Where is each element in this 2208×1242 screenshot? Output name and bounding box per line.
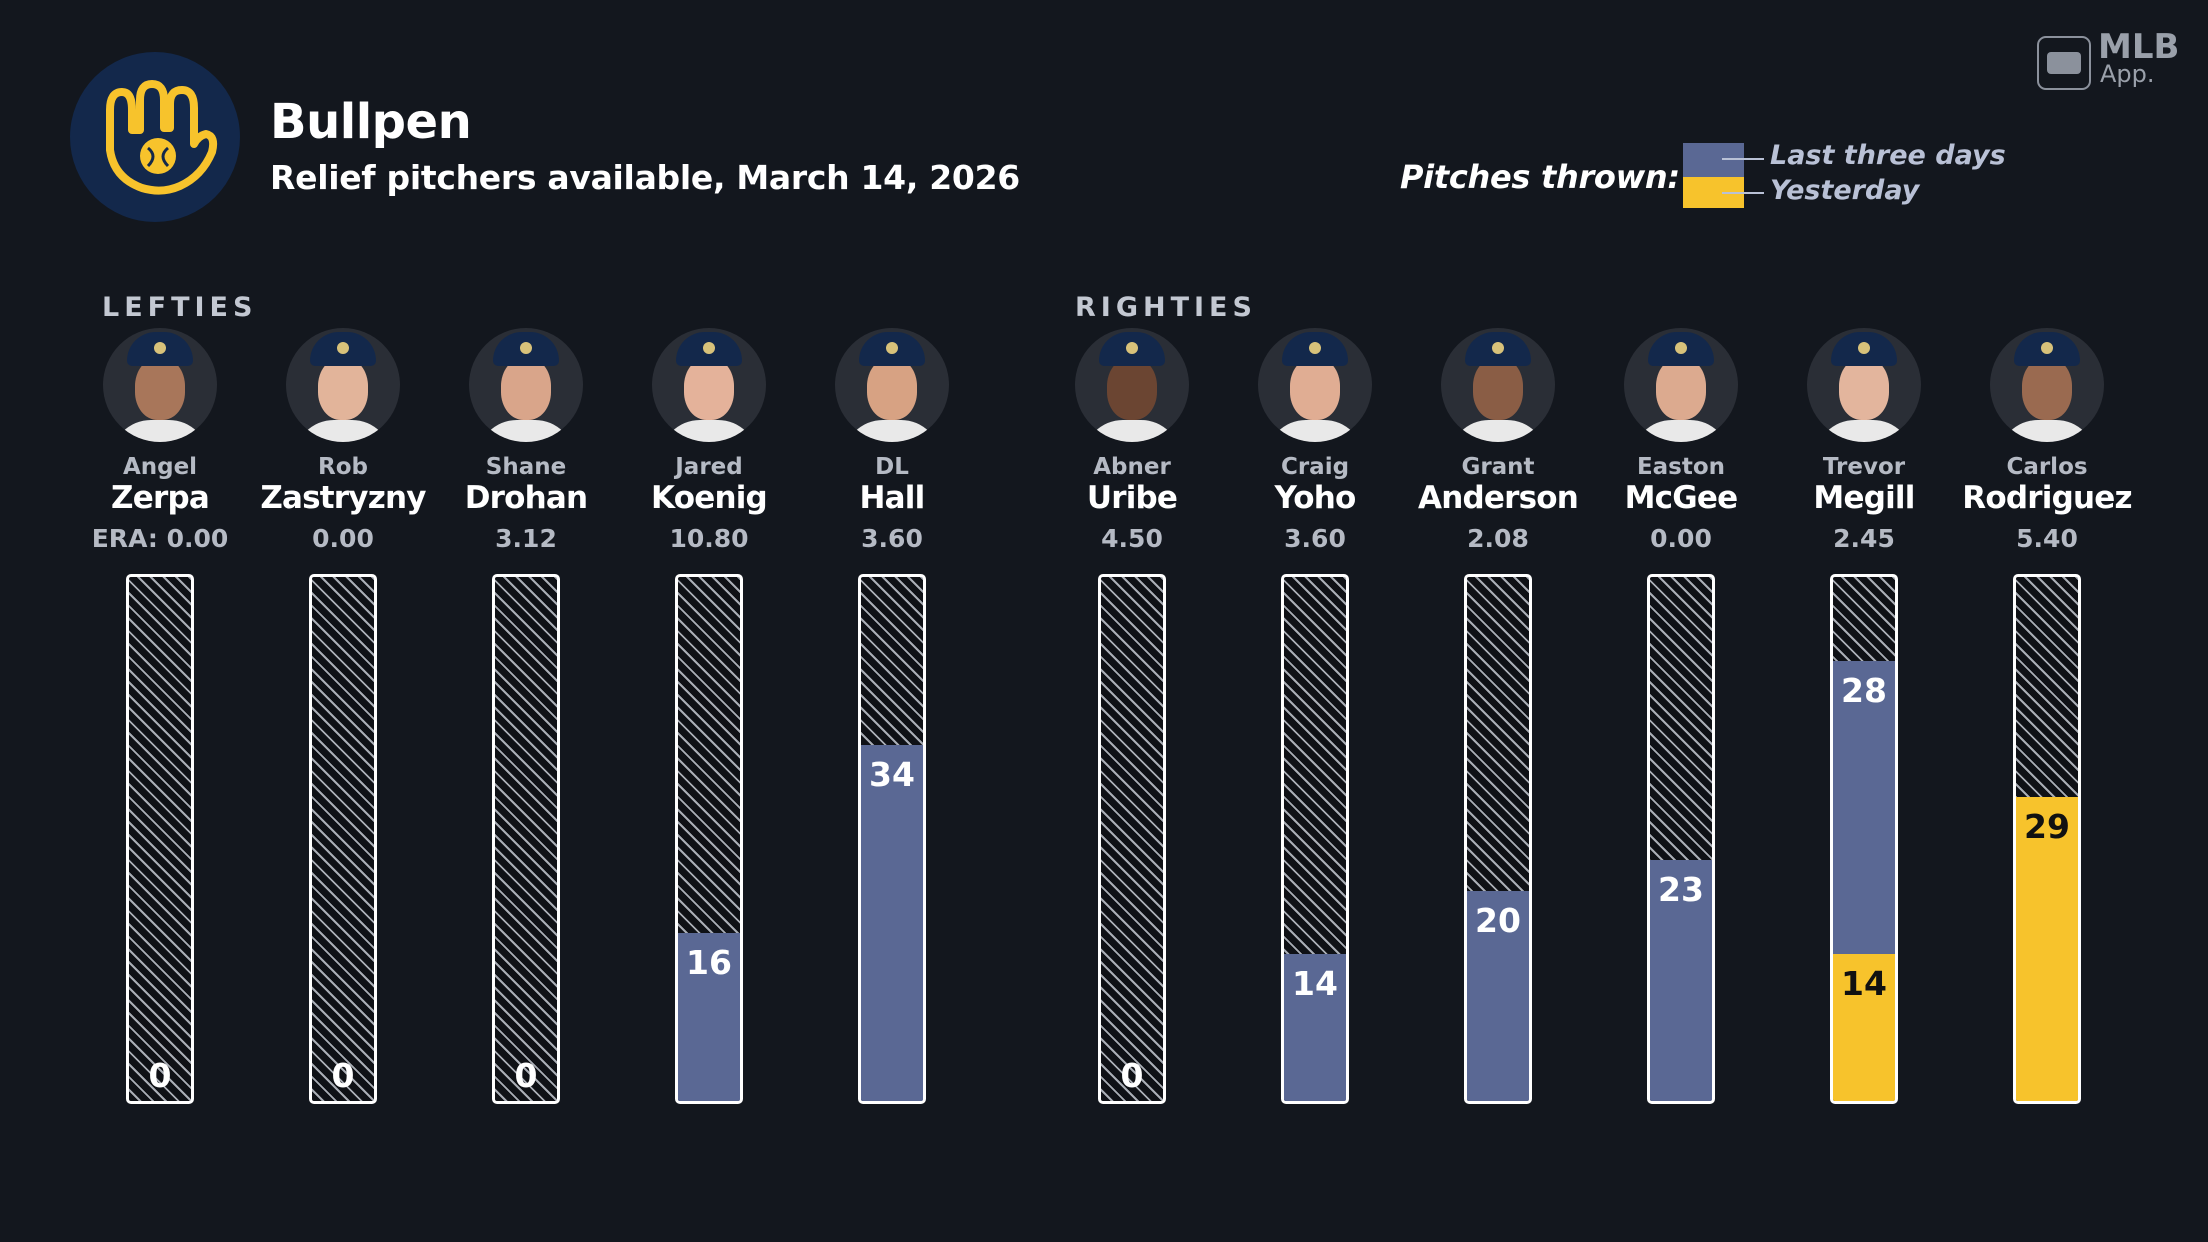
pitcher-last-name: Rodriguez bbox=[1962, 480, 2132, 516]
player-headshot bbox=[1075, 328, 1189, 442]
player-headshot bbox=[1441, 328, 1555, 442]
bar-value-yesterday: 29 bbox=[2024, 807, 2070, 846]
pitcher-era: 2.45 bbox=[1833, 524, 1895, 553]
legend-label-yesterday: Yesterday bbox=[1770, 175, 1920, 206]
pitch-count-bar: 0 bbox=[1098, 574, 1166, 1104]
player-headshot bbox=[1258, 328, 1372, 442]
pitcher-first-name: Carlos bbox=[2006, 454, 2088, 480]
bar-value-last-three-days: 28 bbox=[1841, 671, 1887, 710]
pitch-count-bar: 34 bbox=[858, 574, 926, 1104]
pitcher-first-name: Easton bbox=[1636, 454, 1726, 480]
pitcher-last-name: Drohan bbox=[464, 480, 588, 516]
pitcher-first-name: Trevor bbox=[1822, 454, 1906, 480]
bar-segment-last-three-days bbox=[1833, 661, 1895, 954]
legend-leader-line bbox=[1722, 192, 1764, 194]
player-headshot bbox=[1990, 328, 2104, 442]
bar-value-zero: 0 bbox=[1120, 1056, 1144, 1095]
pitcher-first-name: Shane bbox=[485, 454, 567, 480]
pitcher-era: ERA: 0.00 bbox=[91, 524, 229, 553]
pitcher-first-name: Jared bbox=[675, 454, 743, 480]
pitch-count-bar: 23 bbox=[1647, 574, 1715, 1104]
pitch-count-bar: 0 bbox=[309, 574, 377, 1104]
legend-label-last-three-days: Last three days bbox=[1770, 140, 2006, 171]
pitcher-last-name: Koenig bbox=[651, 480, 768, 516]
pitch-count-bar: 29 bbox=[2013, 574, 2081, 1104]
legend-leader-line bbox=[1722, 158, 1764, 160]
bar-segment-last-three-days bbox=[1650, 860, 1712, 1101]
bar-value-last-three-days: 34 bbox=[869, 755, 915, 794]
mlb-app-wordmark: App. bbox=[2100, 60, 2155, 88]
bar-segment-yesterday bbox=[1833, 954, 1895, 1101]
pitcher-first-name: DL bbox=[875, 454, 909, 480]
mlb-wordmark: MLB bbox=[2098, 27, 2180, 67]
pitcher-last-name: Hall bbox=[859, 480, 926, 516]
pitch-count-bar: 0 bbox=[126, 574, 194, 1104]
page-title: Bullpen bbox=[270, 94, 472, 150]
pitcher-last-name: McGee bbox=[1624, 480, 1739, 516]
pitcher-last-name: Zerpa bbox=[111, 480, 210, 516]
pitcher-era: 10.80 bbox=[669, 524, 749, 553]
section-label-righties: RIGHTIES bbox=[1075, 292, 1257, 323]
player-headshot bbox=[835, 328, 949, 442]
bar-segment-last-three-days bbox=[1284, 954, 1346, 1101]
bar-value-zero: 0 bbox=[514, 1056, 538, 1095]
pitcher-era: 3.12 bbox=[495, 524, 557, 553]
page-subtitle: Relief pitchers available, March 14, 202… bbox=[270, 158, 1020, 197]
bar-value-last-three-days: 14 bbox=[1292, 964, 1338, 1003]
bar-value-last-three-days: 16 bbox=[686, 943, 732, 982]
pitcher-era: 4.50 bbox=[1101, 524, 1163, 553]
glove-icon bbox=[106, 80, 218, 195]
pitch-count-bar: 20 bbox=[1464, 574, 1532, 1104]
bar-value-yesterday: 14 bbox=[1841, 964, 1887, 1003]
bar-segment-last-three-days bbox=[1467, 891, 1529, 1101]
bar-value-zero: 0 bbox=[148, 1056, 172, 1095]
pitcher-era: 2.08 bbox=[1467, 524, 1529, 553]
bar-segment-yesterday bbox=[2016, 797, 2078, 1101]
player-headshot bbox=[469, 328, 583, 442]
pitcher-last-name: Anderson bbox=[1418, 480, 1579, 516]
pitcher-last-name: Yoho bbox=[1274, 480, 1356, 516]
bar-value-last-three-days: 23 bbox=[1658, 870, 1704, 909]
pitch-count-bar: 16 bbox=[675, 574, 743, 1104]
pitcher-era: 5.40 bbox=[2016, 524, 2078, 553]
pitcher-first-name: Rob bbox=[318, 454, 368, 480]
pitcher-last-name: Megill bbox=[1813, 480, 1915, 516]
section-label-lefties: LEFTIES bbox=[102, 292, 258, 323]
legend-title: Pitches thrown: bbox=[1400, 158, 1680, 196]
pitcher-era: 0.00 bbox=[1650, 524, 1712, 553]
legend-swatch-last-three-days bbox=[1683, 143, 1744, 177]
player-headshot bbox=[286, 328, 400, 442]
bar-segment-last-three-days bbox=[678, 933, 740, 1101]
player-headshot bbox=[652, 328, 766, 442]
pitcher-era: 3.60 bbox=[861, 524, 923, 553]
pitcher-first-name: Grant bbox=[1461, 454, 1535, 480]
player-headshot bbox=[103, 328, 217, 442]
pitcher-first-name: Craig bbox=[1280, 454, 1350, 480]
player-headshot bbox=[1624, 328, 1738, 442]
pitcher-era: 0.00 bbox=[312, 524, 374, 553]
pitcher-last-name: Uribe bbox=[1086, 480, 1178, 516]
pitcher-era: 3.60 bbox=[1284, 524, 1346, 553]
bar-value-last-three-days: 20 bbox=[1475, 901, 1521, 940]
bar-segment-last-three-days bbox=[861, 745, 923, 1101]
pitch-count-bar: 14 bbox=[1281, 574, 1349, 1104]
pitch-count-bar: 14 28 bbox=[1830, 574, 1898, 1104]
team-logo bbox=[70, 52, 240, 222]
player-headshot bbox=[1807, 328, 1921, 442]
pitcher-first-name: Angel bbox=[122, 454, 198, 480]
pitch-count-bar: 0 bbox=[492, 574, 560, 1104]
pitcher-first-name: Abner bbox=[1093, 454, 1171, 480]
bar-value-zero: 0 bbox=[331, 1056, 355, 1095]
mlb-logo-icon bbox=[2037, 36, 2091, 90]
pitcher-last-name: Zastryzny bbox=[260, 480, 426, 516]
